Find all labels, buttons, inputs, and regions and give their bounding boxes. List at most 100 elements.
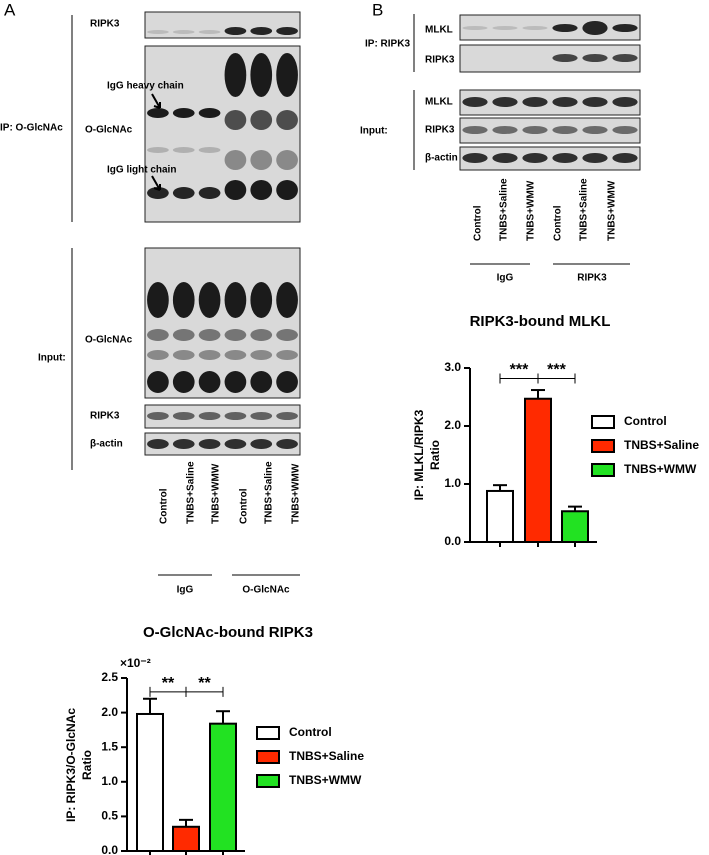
blot-band bbox=[224, 350, 247, 360]
blot-band bbox=[582, 153, 608, 163]
blot-band bbox=[276, 110, 298, 130]
legend-label: Control bbox=[289, 725, 332, 739]
blot-band bbox=[612, 24, 638, 32]
blot-band bbox=[250, 412, 273, 420]
blot-band bbox=[172, 147, 195, 153]
blot-band bbox=[147, 371, 169, 393]
y-tick-label: 2.5 bbox=[101, 670, 118, 684]
blot-band bbox=[552, 24, 578, 32]
chart-title: RIPK3-bound MLKL bbox=[470, 313, 611, 330]
group-label: RIPK3 bbox=[577, 273, 607, 284]
lane-label: TNBS+WMW bbox=[291, 463, 302, 524]
input-label: Input: bbox=[38, 353, 66, 364]
blot bbox=[144, 247, 301, 399]
blot-band bbox=[172, 282, 195, 318]
legend-label: TNBS+WMW bbox=[289, 773, 362, 787]
blot-label: β-actin bbox=[90, 439, 123, 450]
bar bbox=[561, 510, 589, 544]
blot-band bbox=[552, 97, 578, 107]
blot-band bbox=[462, 26, 488, 30]
legend-swatch bbox=[256, 726, 280, 740]
blot-band bbox=[198, 187, 221, 199]
blot-label: RIPK3 bbox=[425, 55, 455, 66]
y-tick-label: 1.0 bbox=[444, 476, 461, 490]
y-tick-label: 1.0 bbox=[101, 774, 118, 788]
blot bbox=[144, 11, 301, 39]
blot-band bbox=[198, 439, 221, 449]
blot-band bbox=[250, 27, 273, 35]
blot-band bbox=[276, 439, 298, 449]
blot-band bbox=[172, 30, 195, 34]
blot-band bbox=[172, 350, 195, 360]
blot-band bbox=[276, 412, 298, 420]
blot-band bbox=[198, 282, 221, 318]
significance-label: *** bbox=[547, 362, 566, 379]
blot bbox=[144, 45, 301, 223]
lane-label: Control bbox=[553, 205, 564, 241]
blot-band bbox=[172, 329, 195, 341]
blot-band bbox=[276, 350, 298, 360]
blot-band bbox=[224, 180, 247, 200]
y-tick-label: 0.0 bbox=[444, 534, 461, 548]
legend-swatch bbox=[591, 463, 615, 477]
ip-label: IP: O-GlcNAc bbox=[0, 123, 63, 134]
blot-band bbox=[198, 147, 221, 153]
lane-label: TNBS+Saline bbox=[499, 178, 510, 241]
panel-letter: A bbox=[4, 0, 16, 19]
blot-band bbox=[172, 187, 195, 199]
blot-band bbox=[198, 329, 221, 341]
blot bbox=[459, 117, 641, 144]
blot-band bbox=[250, 371, 273, 393]
y-axis-label: IP: MLKL/RIPK3 bbox=[412, 409, 426, 500]
blot-band bbox=[147, 30, 169, 34]
arrow bbox=[151, 175, 161, 191]
blot-band bbox=[492, 97, 518, 107]
annotation: IgG heavy chain bbox=[107, 81, 184, 92]
blot-band bbox=[224, 282, 247, 318]
blot-label: O-GlcNAc bbox=[85, 125, 133, 136]
significance-label: ** bbox=[198, 675, 211, 692]
legend-label: TNBS+WMW bbox=[624, 462, 697, 476]
blot-band bbox=[522, 97, 548, 107]
blot-band bbox=[198, 108, 221, 118]
blot-band bbox=[172, 371, 195, 393]
blot-band bbox=[552, 126, 578, 134]
blot-band bbox=[462, 126, 488, 134]
blot-band bbox=[250, 439, 273, 449]
lane-label: TNBS+Saline bbox=[186, 461, 197, 524]
blot-band bbox=[224, 439, 247, 449]
blot-label: RIPK3 bbox=[425, 125, 455, 136]
input-label: Input: bbox=[360, 126, 388, 137]
blot-band bbox=[552, 54, 578, 62]
blot-band bbox=[198, 412, 221, 420]
blot-band bbox=[198, 350, 221, 360]
blot bbox=[459, 146, 641, 171]
group-label: O-GlcNAc bbox=[242, 585, 290, 596]
blot-band bbox=[250, 329, 273, 341]
blot bbox=[144, 432, 301, 456]
legend-label: TNBS+Saline bbox=[624, 438, 699, 452]
lane-label: Control bbox=[239, 488, 250, 524]
blot-label: RIPK3 bbox=[90, 19, 120, 30]
arrow bbox=[151, 93, 161, 109]
blot-band bbox=[198, 371, 221, 393]
blot-band bbox=[224, 53, 247, 97]
blot-band bbox=[612, 97, 638, 107]
group-label: IgG bbox=[177, 585, 194, 596]
lane-label: TNBS+Saline bbox=[264, 461, 275, 524]
legend-swatch bbox=[591, 439, 615, 453]
blot-band bbox=[224, 150, 247, 170]
blot-band bbox=[276, 53, 298, 97]
blot-band bbox=[147, 187, 169, 199]
y-tick-label: 3.0 bbox=[444, 360, 461, 374]
blot-band bbox=[250, 350, 273, 360]
blot-band bbox=[276, 27, 298, 35]
lane-label: TNBS+Saline bbox=[579, 178, 590, 241]
blot bbox=[459, 14, 641, 41]
bar bbox=[209, 722, 237, 852]
legend-swatch bbox=[256, 774, 280, 788]
y-tick-label: 0.5 bbox=[101, 809, 118, 823]
blot-band bbox=[147, 147, 169, 153]
y-axis-label: Ratio bbox=[428, 440, 442, 470]
